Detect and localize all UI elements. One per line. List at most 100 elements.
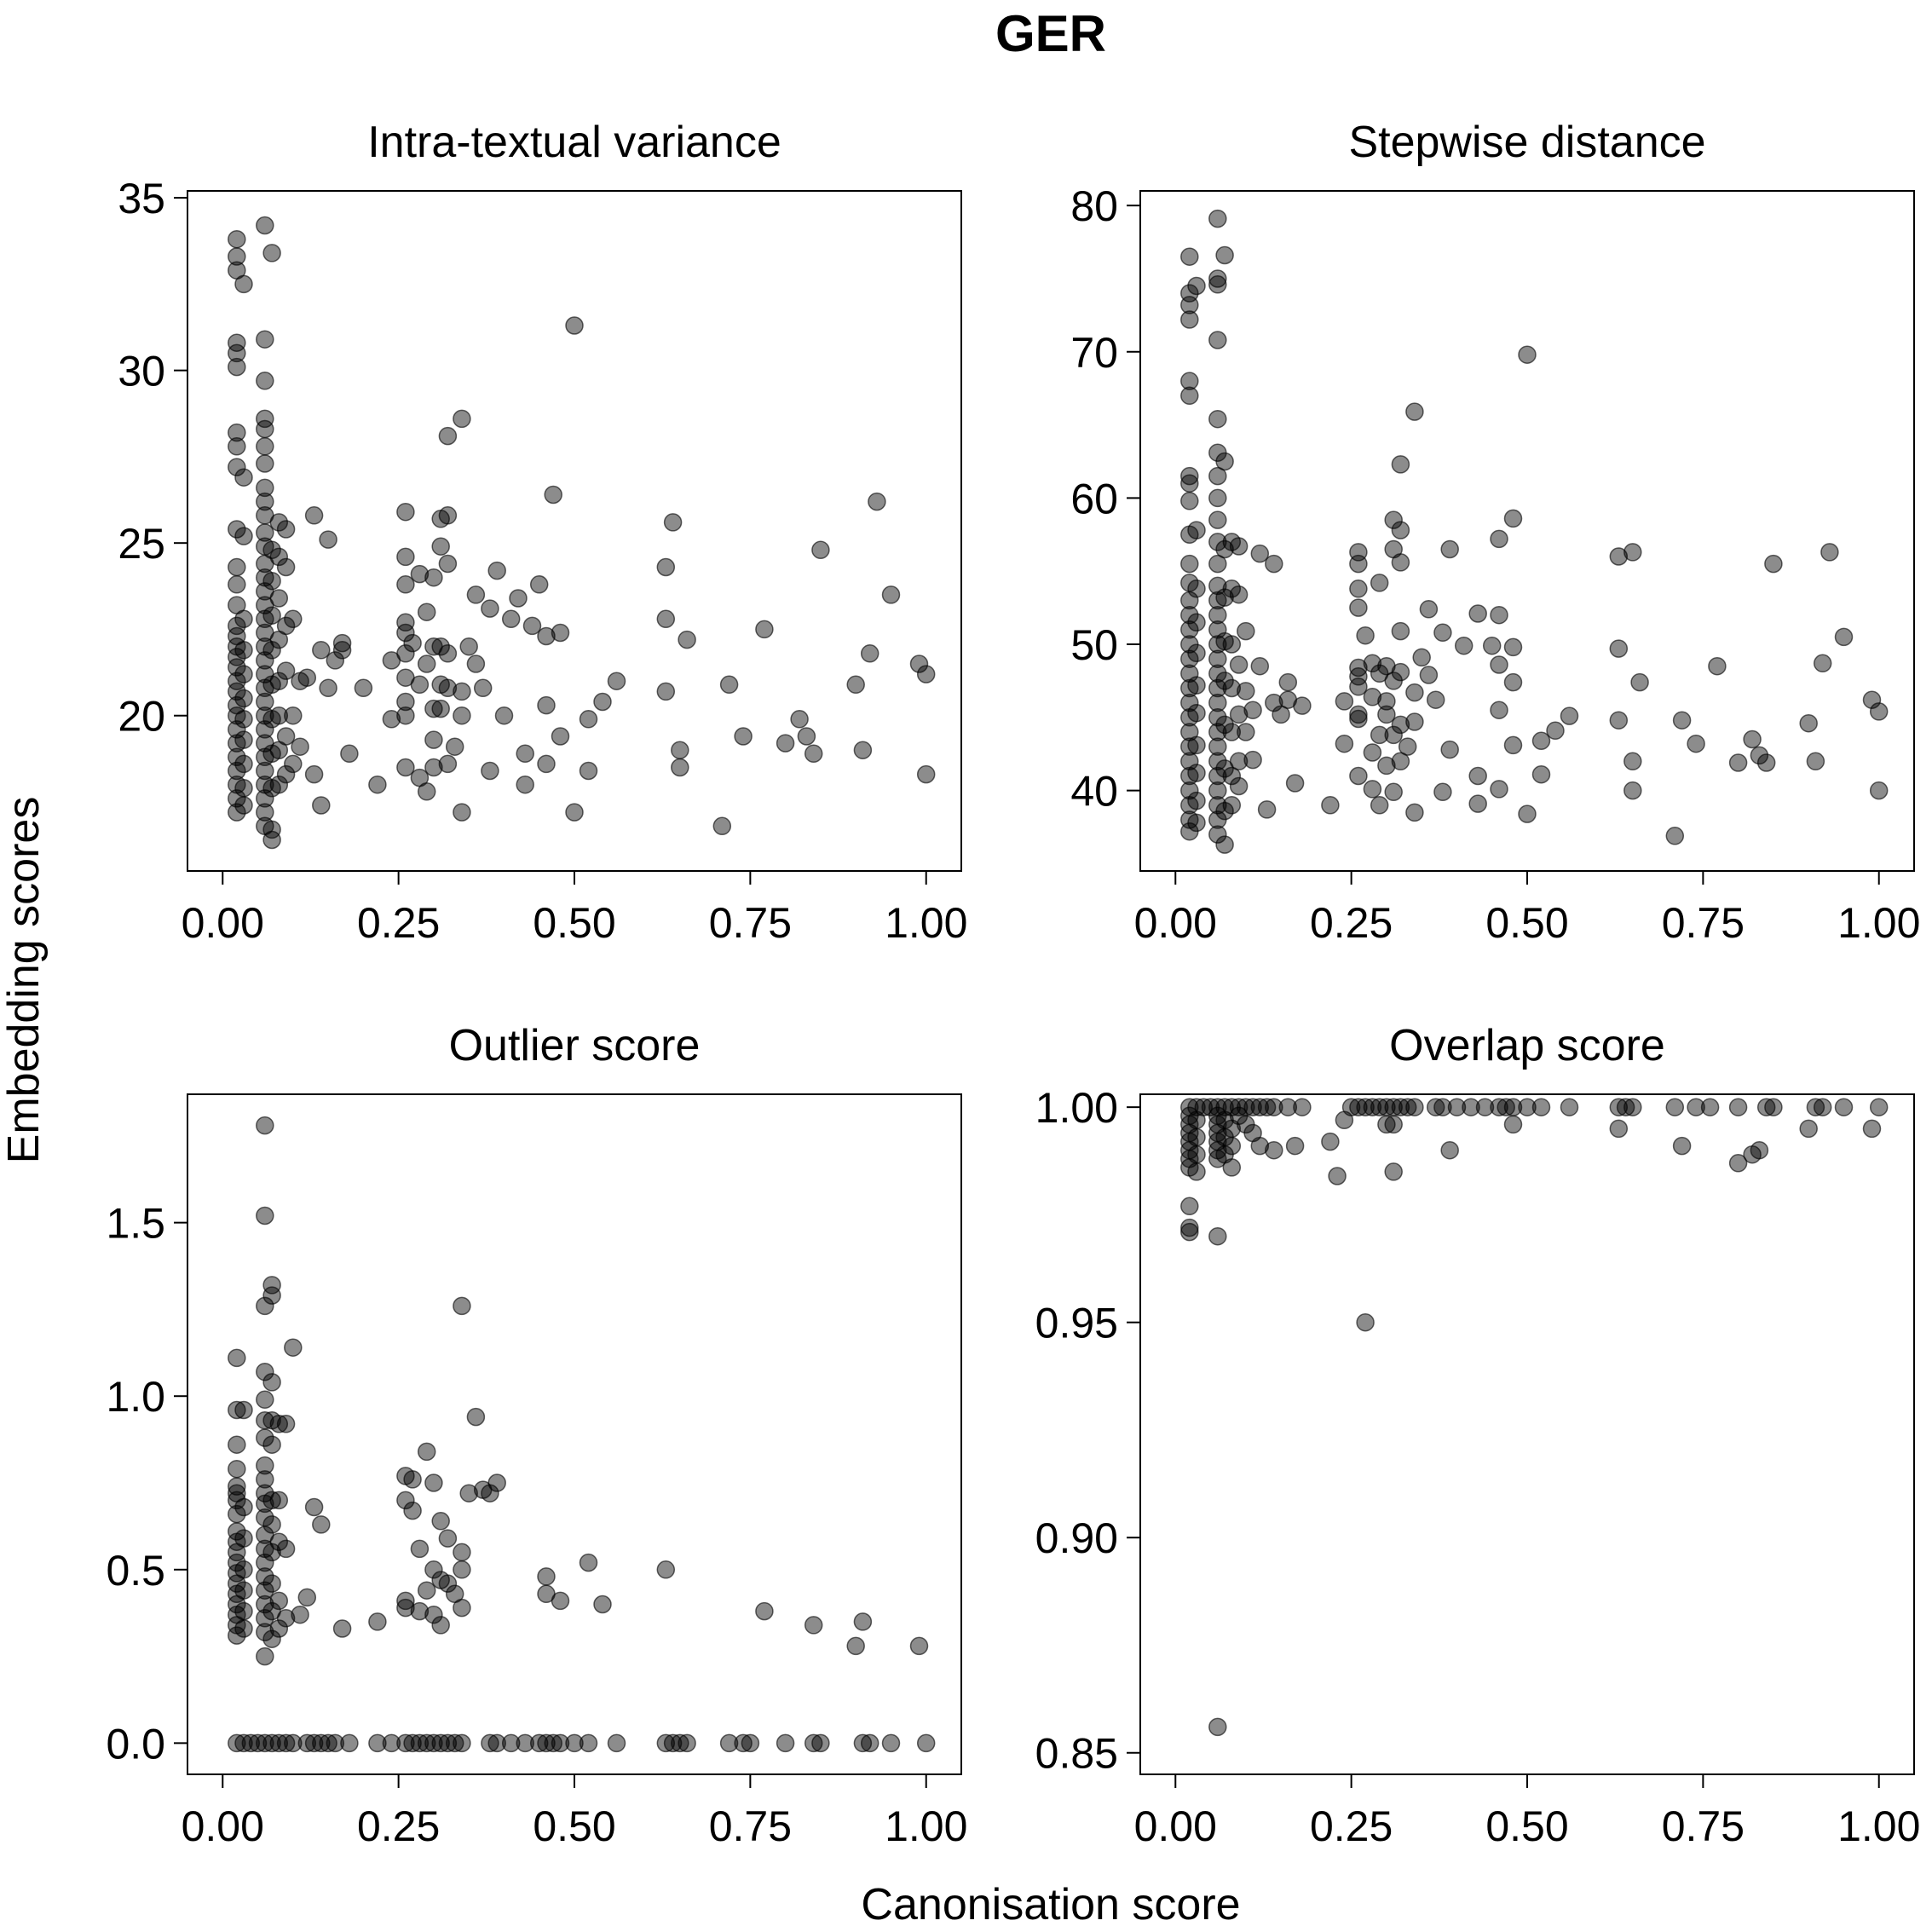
scatter-point: [1180, 525, 1199, 545]
scatter-point: [1398, 737, 1417, 756]
scatter-point: [1349, 554, 1368, 574]
scatter-point: [1764, 554, 1783, 574]
scatter-point: [438, 644, 458, 663]
scatter-point: [671, 758, 689, 777]
scatter-point: [340, 744, 359, 764]
y-tick-label: 1.0: [106, 1373, 165, 1421]
scatter-point: [332, 633, 352, 653]
scatter-point: [1187, 764, 1206, 782]
scatter-point: [663, 513, 683, 532]
scatter-point: [1208, 331, 1227, 349]
scatter-point: [1623, 543, 1642, 562]
scatter-point: [234, 1400, 253, 1420]
scatter-point: [1349, 667, 1368, 686]
scatter-point: [403, 1733, 422, 1753]
scatter-point: [516, 744, 534, 764]
scatter-point: [529, 575, 549, 594]
scatter-point: [396, 547, 415, 567]
scatter-point: [269, 1532, 289, 1551]
scatter-point: [228, 1733, 246, 1753]
scatter-point: [228, 247, 246, 266]
scatter-point: [438, 1529, 458, 1548]
y-tick-label: 20: [118, 693, 165, 741]
scatter-point: [453, 409, 471, 429]
scatter-point: [410, 675, 430, 695]
scatter-point: [1250, 544, 1270, 563]
subplot-overlap-score: Overlap score 0.00 0.25 0.50 0.75 1.00 0.85 0.9…: [1035, 1021, 1921, 1850]
scatter-point: [1391, 455, 1410, 474]
scatter-point: [1700, 1098, 1720, 1116]
scatter-point: [228, 1477, 246, 1496]
scatter-point: [234, 1733, 253, 1753]
scatter-point: [1370, 1098, 1389, 1116]
scatter-point: [1229, 776, 1249, 796]
scatter-point: [228, 357, 246, 377]
scatter-point: [262, 244, 281, 262]
scatter-point: [1440, 1140, 1459, 1160]
plot-frame: [1139, 1093, 1915, 1775]
figure-title: GER: [995, 5, 1106, 62]
scatter-point: [256, 372, 274, 390]
scatter-point: [1335, 1110, 1354, 1130]
scatter-point: [1363, 688, 1382, 706]
scatter-point: [565, 316, 584, 335]
scatter-point: [276, 1539, 296, 1559]
scatter-point: [403, 1470, 422, 1489]
scatter-point: [1370, 574, 1389, 592]
scatter-point: [678, 1733, 696, 1753]
scatter-point: [1180, 1218, 1199, 1237]
x-tick-label: 0.75: [709, 899, 792, 947]
scatter-point: [804, 1616, 823, 1635]
scatter-point: [776, 734, 795, 753]
scatter-point: [1285, 1136, 1305, 1156]
scatter-point: [1468, 604, 1487, 623]
scatter-point: [1180, 591, 1199, 610]
scatter-point: [256, 692, 274, 712]
scatter-point: [1180, 1222, 1199, 1242]
scatter-point: [368, 1612, 387, 1631]
scatter-point: [228, 423, 246, 442]
scatter-point: [1708, 656, 1727, 676]
subplot-title: Stepwise distance: [1348, 118, 1705, 167]
scatter-point: [1208, 275, 1227, 294]
scatter-point: [1187, 735, 1206, 755]
scatter-point: [1468, 794, 1487, 813]
scatter-point: [1265, 1140, 1283, 1160]
scatter-point: [262, 1286, 281, 1305]
scatter-point: [1187, 813, 1206, 833]
scatter-point: [1180, 474, 1199, 493]
scatter-point: [1208, 1717, 1227, 1737]
scatter-point: [276, 1415, 296, 1433]
scatter-point: [228, 682, 246, 701]
scatter-point: [228, 1491, 246, 1510]
scatter-point: [410, 564, 430, 584]
scatter-point: [234, 468, 253, 487]
scatter-point: [1728, 753, 1748, 772]
scatter-point: [1180, 247, 1199, 266]
scatter-point: [1180, 752, 1199, 771]
scatter-point: [1454, 636, 1474, 655]
scatter-point: [234, 779, 253, 798]
scatter-point: [234, 609, 253, 629]
subplot-title: Intra-textual variance: [367, 118, 781, 167]
scatter-point: [1419, 600, 1439, 619]
scatter-point: [297, 1588, 317, 1607]
scatter-point: [228, 761, 246, 781]
scatter-point: [276, 727, 296, 746]
scatter-point: [1419, 666, 1439, 684]
scatter-point: [1237, 621, 1255, 641]
scatter-point: [481, 761, 499, 781]
scatter-point: [1728, 1098, 1748, 1116]
scatter-point: [1180, 372, 1199, 390]
scatter-point: [453, 706, 471, 725]
scatter-point: [234, 1497, 253, 1517]
scatter-point: [445, 737, 464, 756]
scatter-point: [1363, 654, 1382, 673]
scatter-point: [1869, 781, 1889, 800]
scatter-point: [1391, 621, 1410, 641]
scatter-point: [1208, 409, 1227, 429]
scatter-point: [431, 699, 450, 718]
scatter-point: [481, 599, 499, 618]
scatter-point: [396, 644, 415, 663]
